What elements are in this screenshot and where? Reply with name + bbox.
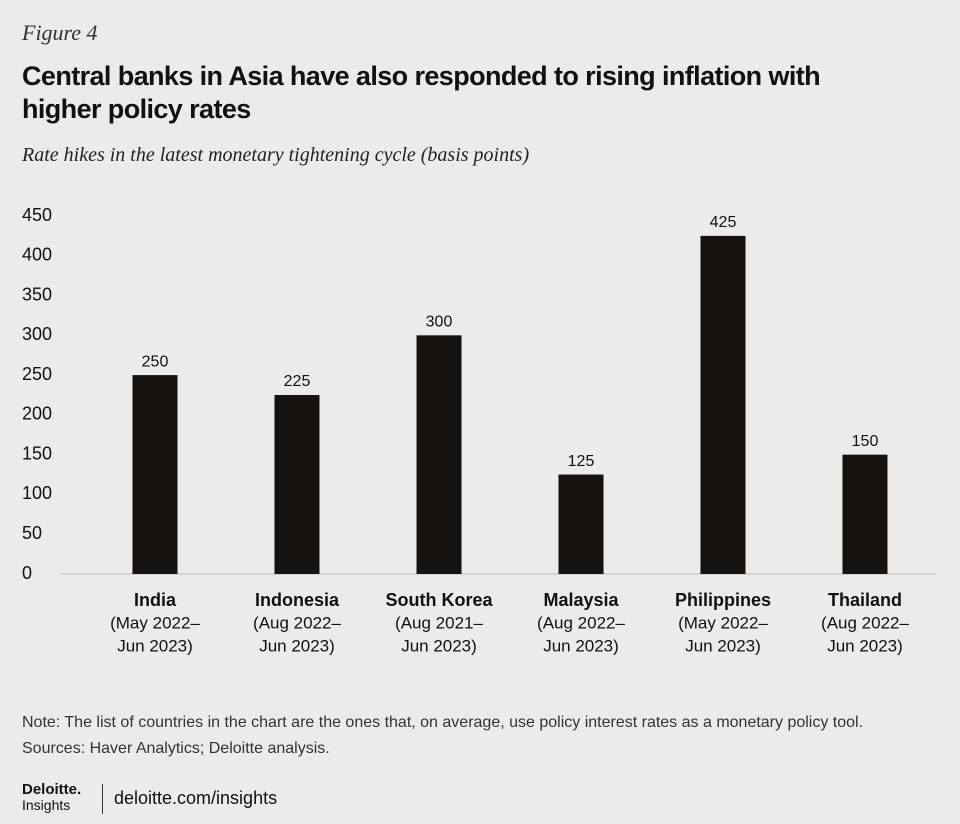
source: Sources: Haver Analytics; Deloitte analy… xyxy=(22,740,330,757)
x-tick-sublabel: (Aug 2022– xyxy=(253,613,341,632)
y-tick-label: 300 xyxy=(22,324,52,344)
y-tick-label: 0 xyxy=(22,563,32,583)
y-tick-label: 150 xyxy=(22,443,52,463)
value-label: 225 xyxy=(284,373,311,390)
bar xyxy=(416,335,462,574)
y-tick-label: 50 xyxy=(22,523,42,543)
chart-title: Central banks in Asia have also responde… xyxy=(22,61,821,124)
value-label: 300 xyxy=(426,314,453,331)
value-label: 425 xyxy=(710,214,737,231)
note: Note: The list of countries in the chart… xyxy=(22,714,864,731)
x-tick-sublabel: (Aug 2022– xyxy=(537,613,625,632)
bar xyxy=(700,235,746,574)
y-tick-label: 250 xyxy=(22,364,52,384)
x-tick-sublabel: Jun 2023) xyxy=(259,636,335,655)
brand-sub: Insights xyxy=(22,797,71,813)
x-tick-label: South Korea xyxy=(385,590,493,610)
x-tick-sublabel: Jun 2023) xyxy=(827,636,903,655)
x-tick-label: Malaysia xyxy=(543,590,619,610)
y-tick-label: 450 xyxy=(22,205,52,225)
bar xyxy=(132,375,178,574)
bar xyxy=(842,454,888,574)
x-tick-sublabel: Jun 2023) xyxy=(543,636,619,655)
footer-url[interactable]: deloitte.com/insights xyxy=(114,788,278,808)
divider xyxy=(102,784,103,814)
x-tick-label: India xyxy=(134,590,177,610)
x-tick-sublabel: (Aug 2022– xyxy=(821,613,909,632)
value-label: 250 xyxy=(142,353,169,370)
y-tick-label: 400 xyxy=(22,245,52,265)
value-label: 125 xyxy=(568,453,595,470)
chart-subtitle: Rate hikes in the latest monetary tighte… xyxy=(22,144,530,166)
figure-label: Figure 4 xyxy=(22,20,98,45)
value-label: 150 xyxy=(852,433,879,450)
x-tick-sublabel: Jun 2023) xyxy=(401,636,477,655)
x-tick-sublabel: Jun 2023) xyxy=(117,636,193,655)
x-tick-sublabel: (Aug 2021– xyxy=(395,613,483,632)
x-tick-label: Thailand xyxy=(828,590,902,610)
x-tick-label: Philippines xyxy=(675,590,771,610)
y-tick-label: 100 xyxy=(22,483,52,503)
x-tick-sublabel: (May 2022– xyxy=(678,613,768,632)
bar xyxy=(274,395,320,574)
y-tick-label: 350 xyxy=(22,284,52,304)
x-tick-label: Indonesia xyxy=(255,590,340,610)
x-tick-sublabel: (May 2022– xyxy=(110,613,200,632)
y-tick-label: 200 xyxy=(22,404,52,424)
x-tick-sublabel: Jun 2023) xyxy=(685,636,761,655)
brand: Deloitte. xyxy=(22,781,82,798)
bar xyxy=(558,474,604,574)
